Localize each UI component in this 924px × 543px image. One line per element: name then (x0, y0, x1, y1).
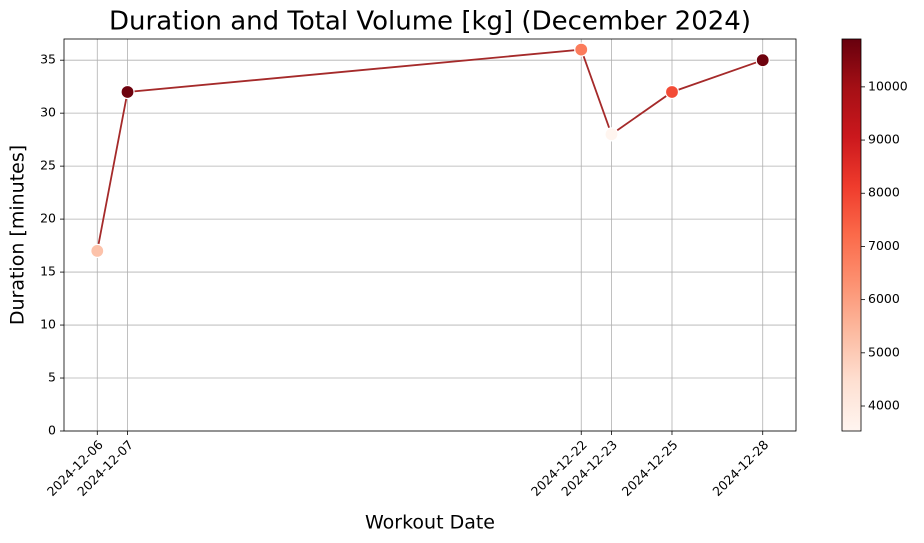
colorbar-tick-label: 6000 (868, 291, 900, 306)
colorbar-tick-label: 5000 (868, 344, 900, 359)
y-tick-label: 25 (40, 158, 56, 173)
colorbar-tick-label: 8000 (868, 185, 900, 200)
chart-title: Duration and Total Volume [kg] (December… (109, 7, 751, 37)
colorbar-tick-label: 10000 (868, 78, 908, 93)
y-tick-label: 20 (40, 211, 56, 226)
series-line (96, 48, 764, 252)
colorbar (841, 38, 862, 432)
y-tick-label: 35 (40, 52, 56, 67)
x-tick-label: 2024-12-28 (709, 437, 771, 499)
data-point (90, 243, 105, 258)
x-axis-label: Workout Date (365, 512, 495, 534)
y-tick-label: 0 (48, 423, 56, 438)
colorbar-tick-label: 4000 (868, 398, 900, 413)
plot-frame (63, 38, 797, 432)
data-point (755, 53, 770, 68)
data-point (574, 42, 589, 57)
y-tick-label: 10 (40, 317, 56, 332)
colorbar-tick-label: 7000 (868, 238, 900, 253)
data-point (120, 84, 135, 100)
colorbar-tick-label: 9000 (868, 132, 900, 147)
y-tick-label: 30 (40, 105, 56, 120)
data-point (664, 84, 680, 100)
data-point (604, 127, 619, 142)
y-tick-label: 15 (40, 264, 56, 279)
x-tick-label: 2024-12-25 (619, 437, 681, 499)
y-tick-label: 5 (48, 370, 56, 385)
y-axis-label: Duration [minutes] (7, 145, 29, 325)
